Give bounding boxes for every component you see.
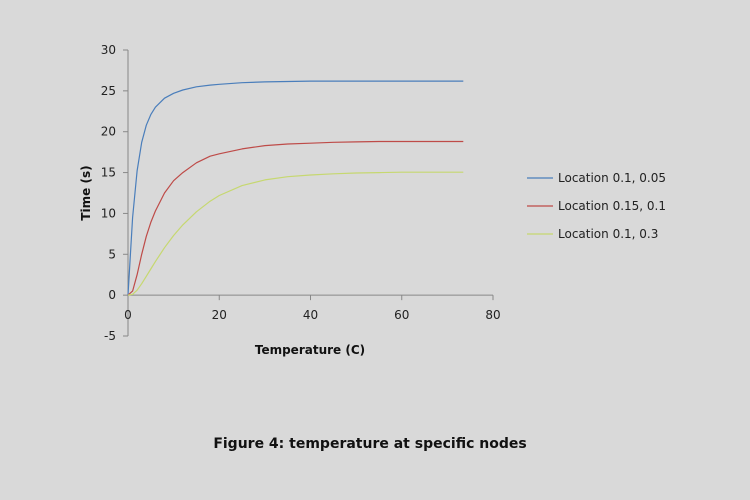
y-axis-title: Time (s) — [79, 165, 93, 220]
y-tick-label: 20 — [101, 125, 116, 139]
x-tick-label: 60 — [394, 308, 409, 322]
x-tick-label: 20 — [212, 308, 227, 322]
y-tick-label: -5 — [104, 329, 116, 343]
figure-caption: Figure 4: temperature at specific nodes — [213, 436, 527, 452]
plot-series — [127, 80, 464, 296]
x-axis-title: Temperature (C) — [255, 343, 365, 357]
series-line-2 — [127, 140, 464, 296]
y-tick-label: 0 — [108, 288, 116, 302]
axes — [123, 49, 494, 337]
legend-label-3: Location 0.1, 0.3 — [558, 227, 658, 241]
x-tick-label: 80 — [485, 308, 500, 322]
legend: Location 0.1, 0.05 Location 0.15, 0.1 Loca… — [527, 171, 666, 241]
legend-label-2: Location 0.15, 0.1 — [558, 199, 666, 213]
y-tick-label: 15 — [101, 166, 116, 180]
y-tick-label: 30 — [101, 43, 116, 57]
legend-label-1: Location 0.1, 0.05 — [558, 171, 666, 185]
x-tick-label: 40 — [303, 308, 318, 322]
y-tick-label: 25 — [101, 84, 116, 98]
series-line-3 — [127, 171, 464, 296]
y-tick-label: 5 — [108, 247, 116, 261]
tick-labels: -5 0 5 10 15 20 25 30 0 20 40 60 80 — [101, 43, 501, 343]
y-tick-label: 10 — [101, 206, 116, 220]
x-tick-label: 0 — [124, 308, 132, 322]
series-line-1 — [127, 80, 464, 296]
